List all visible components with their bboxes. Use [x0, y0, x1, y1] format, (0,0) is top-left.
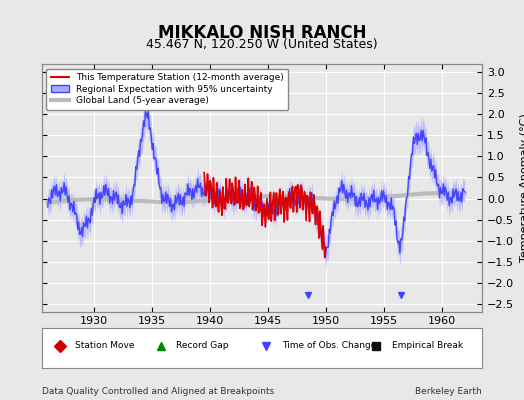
Text: Station Move: Station Move — [75, 342, 135, 350]
Legend: This Temperature Station (12-month average), Regional Expectation with 95% uncer: This Temperature Station (12-month avera… — [47, 68, 289, 110]
Text: MIKKALO NISH RANCH: MIKKALO NISH RANCH — [158, 24, 366, 42]
Text: Record Gap: Record Gap — [176, 342, 228, 350]
Text: Berkeley Earth: Berkeley Earth — [416, 387, 482, 396]
Text: Empirical Break: Empirical Break — [392, 342, 463, 350]
Text: Data Quality Controlled and Aligned at Breakpoints: Data Quality Controlled and Aligned at B… — [42, 387, 274, 396]
Text: Time of Obs. Change: Time of Obs. Change — [282, 342, 376, 350]
Text: 45.467 N, 120.250 W (United States): 45.467 N, 120.250 W (United States) — [146, 38, 378, 51]
Y-axis label: Temperature Anomaly (°C): Temperature Anomaly (°C) — [520, 114, 524, 262]
